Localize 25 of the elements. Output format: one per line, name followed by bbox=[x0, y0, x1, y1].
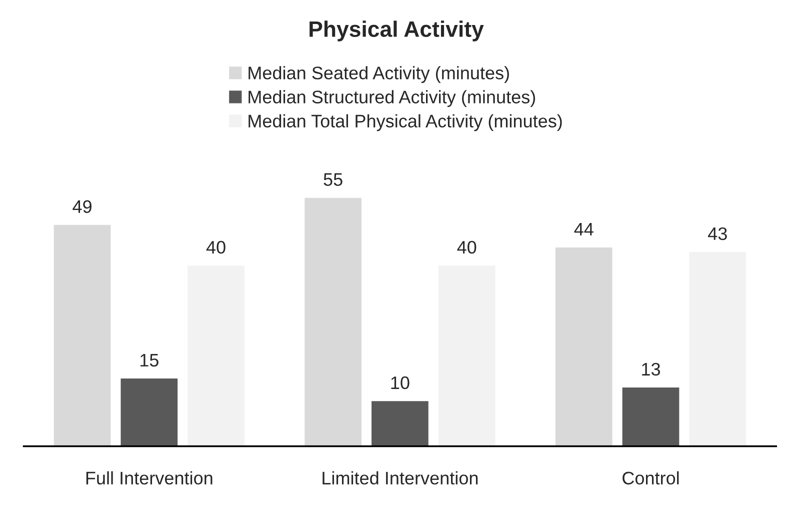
data-label: 55 bbox=[324, 173, 342, 186]
bar bbox=[555, 248, 612, 446]
legend-label: Median Structured Activity (minutes) bbox=[248, 90, 536, 108]
x-tick-label: Limited Intervention bbox=[322, 471, 478, 485]
data-label: 40 bbox=[206, 240, 226, 254]
data-label: 15 bbox=[140, 354, 158, 367]
legend-label: Median Seated Activity (minutes) bbox=[248, 66, 509, 83]
data-label: 13 bbox=[642, 362, 660, 376]
chart-title: Physical Activity bbox=[310, 20, 484, 42]
data-label: 43 bbox=[708, 227, 727, 240]
bar bbox=[188, 266, 244, 446]
data-label: 44 bbox=[574, 223, 594, 236]
bar bbox=[372, 401, 428, 446]
bar bbox=[54, 224, 111, 446]
data-label: 49 bbox=[72, 200, 92, 214]
legend-label: Median Total Physical Activity (minutes) bbox=[248, 114, 562, 132]
data-label: 40 bbox=[457, 240, 476, 254]
data-label: 10 bbox=[391, 376, 410, 390]
bar bbox=[120, 378, 178, 446]
bar bbox=[304, 198, 362, 446]
bar bbox=[622, 388, 680, 446]
bar bbox=[438, 266, 496, 446]
bar bbox=[689, 252, 746, 446]
x-tick-label: Control bbox=[622, 471, 679, 485]
x-tick-label: Full Intervention bbox=[86, 471, 212, 485]
